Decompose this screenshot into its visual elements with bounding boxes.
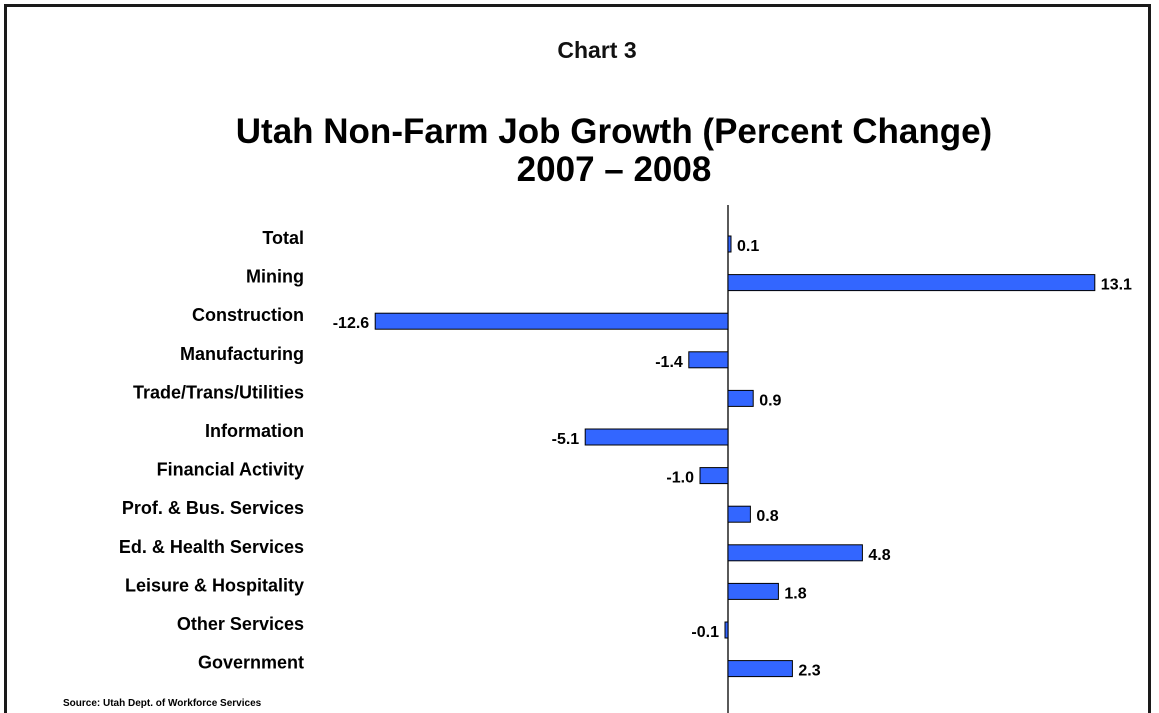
value-label-financial-activity: -1.0: [666, 470, 694, 487]
value-label-total: 0.1: [737, 238, 759, 255]
chart-title: Utah Non-Farm Job Growth (Percent Change…: [236, 112, 992, 151]
value-label-prof-bus-services: 0.8: [756, 508, 778, 525]
chart: Chart 3 Utah Non-Farm Job Growth (Percen…: [63, 37, 1132, 713]
bar-leisure-hospitality: [727, 582, 779, 600]
bar-ed-health-services: [727, 544, 863, 562]
value-label-mining: 13.1: [1101, 277, 1132, 294]
category-label-construction: Construction: [192, 305, 304, 325]
category-label-manufacturing: Manufacturing: [180, 344, 304, 364]
bar-construction: [374, 312, 729, 330]
value-label-trade-trans-utilities: 0.9: [759, 392, 781, 409]
chart-subtitle: 2007 – 2008: [517, 150, 712, 189]
value-label-government: 2.3: [798, 663, 820, 680]
category-label-ed-health-services: Ed. & Health Services: [119, 537, 304, 557]
category-label-mining: Mining: [246, 267, 304, 287]
value-label-ed-health-services: 4.8: [868, 547, 890, 564]
bar-financial-activity: [699, 467, 729, 485]
category-label-financial-activity: Financial Activity: [157, 460, 304, 480]
category-label-total: Total: [262, 228, 304, 248]
value-label-manufacturing: -1.4: [655, 354, 683, 371]
value-label-leisure-hospitality: 1.8: [784, 585, 806, 602]
category-label-prof-bus-services: Prof. & Bus. Services: [122, 498, 304, 518]
source-note: Source: Utah Dept. of Workforce Services: [63, 698, 262, 709]
chart-number: Chart 3: [557, 37, 636, 63]
bar-prof-bus-services: [727, 505, 751, 523]
value-label-other-services: -0.1: [691, 624, 719, 641]
bar-total: [727, 235, 732, 253]
category-label-government: Government: [198, 653, 304, 673]
category-labels: Total Mining Construction Manufacturing Trad…: [119, 228, 304, 673]
value-labels: 0.1 13.1 -12.6 -1.4 0.9 -5.1 -1.0 0.8 4.8 1.8 -0.1…: [333, 238, 1132, 680]
bar-information: [584, 428, 729, 446]
category-label-leisure-hospitality: Leisure & Hospitality: [125, 575, 304, 595]
category-label-other-services: Other Services: [177, 614, 304, 634]
value-label-information: -5.1: [552, 431, 580, 448]
chart-frame: Chart 3 Utah Non-Farm Job Growth (Percen…: [4, 4, 1151, 713]
bar-mining: [727, 274, 1096, 292]
value-label-construction: -12.6: [333, 315, 370, 332]
bar-other-services: [724, 621, 729, 639]
bar-government: [727, 660, 793, 678]
category-label-information: Information: [205, 421, 304, 441]
category-label-trade-trans-utilities: Trade/Trans/Utilities: [133, 382, 304, 402]
bar-manufacturing: [688, 351, 729, 369]
bar-trade-trans-utilities: [727, 389, 754, 407]
bars: [374, 235, 1096, 678]
